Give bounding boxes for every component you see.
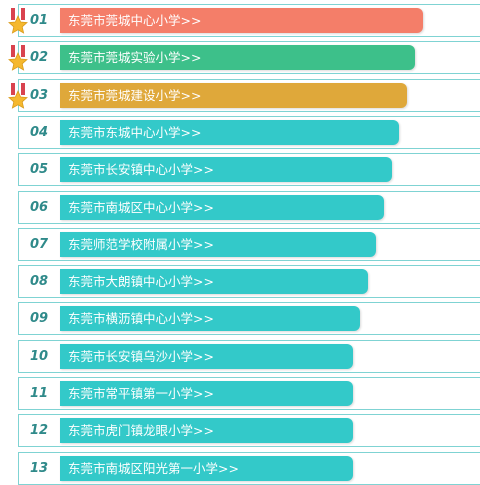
list-item[interactable]: 07 东莞师范学校附属小学>> — [0, 227, 480, 261]
ranking-bar[interactable]: 东莞市莞城中心小学>> — [60, 8, 423, 33]
ranking-bar[interactable]: 东莞市莞城实验小学>> — [60, 45, 415, 71]
ranking-bar[interactable]: 东莞市南城区中心小学>> — [60, 194, 384, 220]
rank-number: 07 — [30, 236, 49, 252]
list-item[interactable]: 01 东莞市莞城中心小学>> — [0, 4, 480, 37]
rank-number: 11 — [30, 386, 49, 401]
medal-icon — [8, 8, 28, 36]
school-name-link[interactable]: 东莞市莞城中心小学>> — [68, 13, 202, 28]
ranking-bar[interactable]: 东莞市南城区阳光第一小学>> — [60, 455, 353, 481]
list-item[interactable]: 02 东莞市莞城实验小学>> — [0, 41, 480, 75]
ranking-bar[interactable]: 东莞市虎门镇龙眼小学>> — [60, 418, 353, 444]
rank-number: 10 — [30, 348, 49, 364]
rank-number: 04 — [30, 124, 49, 140]
ranking-bar[interactable]: 东莞市长安镇中心小学>> — [60, 157, 392, 183]
list-item[interactable]: 05 东莞市长安镇中心小学>> — [0, 153, 480, 187]
rank-number: 01 — [30, 13, 49, 28]
school-name-link[interactable]: 东莞师范学校附属小学>> — [68, 236, 214, 252]
list-item[interactable]: 12 东莞市虎门镇龙眼小学>> — [0, 414, 480, 448]
ranking-bar[interactable]: 东莞市大朗镇中心小学>> — [60, 269, 368, 295]
rank-number: 09 — [30, 311, 49, 327]
school-name-link[interactable]: 东莞市东城中心小学>> — [68, 124, 202, 140]
ranking-bar[interactable]: 东莞市莞城建设小学>> — [60, 82, 407, 108]
ranking-bar[interactable]: 东莞市东城中心小学>> — [60, 119, 399, 145]
ranking-bar[interactable]: 东莞师范学校附属小学>> — [60, 231, 376, 257]
rank-number: 02 — [30, 50, 49, 66]
school-name-link[interactable]: 东莞市莞城建设小学>> — [68, 87, 202, 103]
school-name-link[interactable]: 东莞市虎门镇龙眼小学>> — [68, 423, 214, 439]
school-name-link[interactable]: 东莞市大朗镇中心小学>> — [68, 274, 214, 290]
rank-number: 08 — [30, 274, 49, 290]
list-item[interactable]: 13 东莞市南城区阳光第一小学>> — [0, 451, 480, 485]
ranking-bar[interactable]: 东莞市长安镇乌沙小学>> — [60, 343, 353, 369]
list-item[interactable]: 04 东莞市东城中心小学>> — [0, 115, 480, 149]
medal-icon — [8, 45, 28, 73]
school-name-link[interactable]: 东莞市长安镇乌沙小学>> — [68, 348, 214, 364]
school-name-link[interactable]: 东莞市南城区阳光第一小学>> — [68, 460, 239, 476]
list-item[interactable]: 08 东莞市大朗镇中心小学>> — [0, 265, 480, 299]
school-name-link[interactable]: 东莞市横沥镇中心小学>> — [68, 311, 214, 327]
rank-number: 12 — [30, 423, 49, 439]
ranking-bar[interactable]: 东莞市横沥镇中心小学>> — [60, 306, 360, 332]
list-item[interactable]: 10 东莞市长安镇乌沙小学>> — [0, 339, 480, 373]
school-name-link[interactable]: 东莞市莞城实验小学>> — [68, 50, 202, 66]
list-item[interactable]: 11 东莞市常平镇第一小学>> — [0, 377, 480, 410]
list-item[interactable]: 06 东莞市南城区中心小学>> — [0, 190, 480, 224]
list-item[interactable]: 09 东莞市横沥镇中心小学>> — [0, 302, 480, 336]
rank-number: 05 — [30, 162, 49, 178]
school-name-link[interactable]: 东莞市长安镇中心小学>> — [68, 162, 214, 178]
rank-number: 03 — [30, 87, 49, 103]
ranking-bar[interactable]: 东莞市常平镇第一小学>> — [60, 381, 353, 406]
school-name-link[interactable]: 东莞市南城区中心小学>> — [68, 199, 214, 215]
rank-number: 06 — [30, 199, 49, 215]
list-item[interactable]: 03 东莞市莞城建设小学>> — [0, 78, 480, 112]
medal-icon — [8, 82, 28, 111]
rank-number: 13 — [30, 460, 49, 476]
school-name-link[interactable]: 东莞市常平镇第一小学>> — [68, 386, 214, 401]
